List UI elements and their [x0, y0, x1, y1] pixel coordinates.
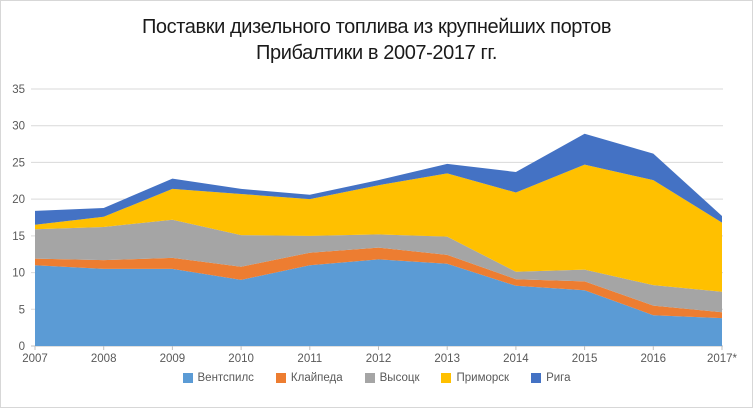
area-series-Клайпеда: [35, 247, 722, 319]
y-axis-tick-label: 15: [12, 231, 25, 243]
x-axis-tick-label: 2015: [572, 353, 598, 365]
y-axis-tick-label: 20: [12, 194, 25, 206]
x-axis-tick-label: 2008: [91, 353, 117, 365]
chart-legend: Вентспилс Клайпеда Высоцк Приморск Рига: [1, 372, 752, 384]
legend-item-Клайпеда: Клайпеда: [275, 372, 343, 384]
y-axis-tick-label: 5: [19, 304, 25, 316]
y-axis-tick-label: 30: [12, 121, 25, 133]
x-axis-tick-label: 2011: [297, 353, 322, 365]
area-series-Высоцк: [35, 219, 722, 313]
x-axis-tick-label: 2016: [641, 353, 667, 365]
y-axis-tick-label: 35: [12, 84, 25, 96]
legend-label: Приморск: [456, 372, 510, 384]
chart-title: Поставки дизельного топлива из крупнейши…: [1, 14, 752, 66]
legend-swatch-icon: [275, 373, 286, 383]
x-axis-tick-label: 2010: [228, 353, 254, 365]
x-axis-tick-label: 2009: [160, 353, 186, 365]
y-axis-tick-label: 10: [12, 268, 25, 280]
legend-item-Вентспилс: Вентспилс: [182, 372, 254, 384]
legend-swatch-icon: [182, 373, 193, 383]
legend-item-Рига: Рига: [531, 372, 571, 384]
legend-swatch-icon: [364, 373, 375, 383]
legend-label: Клайпеда: [290, 372, 343, 384]
chart-title-line-1: Поставки дизельного топлива из крупнейши…: [141, 16, 612, 38]
x-axis-tick-label: 2013: [434, 353, 460, 365]
x-axis-tick-label: 2014: [503, 353, 529, 365]
x-axis-tick-label: 2007: [22, 353, 48, 365]
x-axis-tick-label: 2017*: [707, 353, 738, 365]
chart-title-line-2: Прибалтики в 2007-2017 гг.: [256, 42, 497, 64]
legend-label: Высоцк: [379, 372, 420, 384]
y-axis-tick-label: 0: [19, 341, 25, 353]
legend-swatch-icon: [531, 373, 542, 383]
area-series-Рига: [35, 133, 722, 225]
y-axis-tick-label: 25: [12, 157, 25, 169]
area-series-Приморск: [35, 164, 722, 292]
legend-item-Высоцк: Высоцк: [364, 372, 420, 384]
legend-swatch-icon: [441, 373, 452, 383]
legend-label: Вентспилс: [197, 372, 254, 384]
x-axis-tick-label: 2012: [366, 353, 392, 365]
legend-item-Приморск: Приморск: [441, 372, 509, 384]
area-series-Вентспилс: [35, 259, 722, 346]
legend-label: Рига: [546, 372, 571, 384]
